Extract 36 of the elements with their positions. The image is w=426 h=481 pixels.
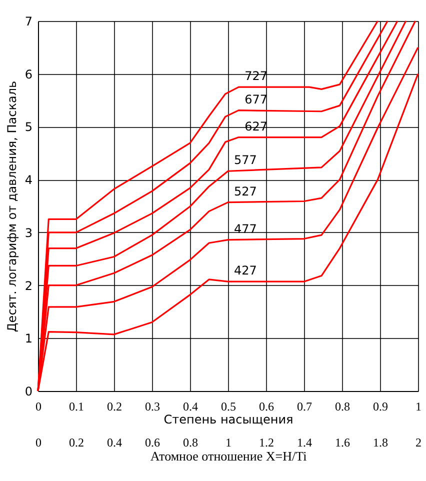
x-tick-label: 0.4 xyxy=(183,400,198,414)
series-label: 577 xyxy=(234,153,257,168)
y-axis-title: Десят. логарифм от давления, Паскаль xyxy=(4,80,19,332)
x-tick-label: 0.7 xyxy=(297,400,312,414)
x-tick-label: 0.6 xyxy=(259,400,274,414)
x-tick-label: 0.2 xyxy=(107,400,122,414)
x2-tick-label: 0.2 xyxy=(69,436,84,450)
x2-tick-label: 1.4 xyxy=(297,436,312,450)
y-tick-label: 2 xyxy=(24,278,32,293)
x2-tick-label: 0.6 xyxy=(145,436,160,450)
x-tick-label: 0.8 xyxy=(335,400,350,414)
x-axis-title: Степень насыщения xyxy=(164,412,294,426)
series-label: 527 xyxy=(234,184,257,198)
x-tick-label: 0.9 xyxy=(373,400,388,414)
x2-tick-label: 1.2 xyxy=(259,436,274,450)
x-tick-label: 0 xyxy=(36,400,42,414)
x2-axis-title: Атомное отношение X=H/Ti xyxy=(150,448,308,464)
x2-tick-label: 1 xyxy=(226,436,232,450)
y-tick-label: 5 xyxy=(24,120,32,134)
x2-tick-label: 2 xyxy=(416,436,422,450)
y-tick-label: 6 xyxy=(24,67,32,82)
series-label: 427 xyxy=(234,264,257,278)
x-tick-label: 0.5 xyxy=(221,400,236,414)
y-tick-label: 1 xyxy=(24,332,32,346)
y-tick-label: 3 xyxy=(24,226,32,240)
y-tick-label: 7 xyxy=(24,14,32,28)
x2-tick-label: 1.6 xyxy=(335,436,350,450)
x2-tick-label: 0.4 xyxy=(107,436,122,450)
x2-tick-label: 1.8 xyxy=(373,436,388,450)
y-tick-label: 0 xyxy=(24,384,32,398)
x-tick-label: 0.3 xyxy=(145,400,160,414)
x-tick-label: 1 xyxy=(416,400,422,414)
y-tick-label: 4 xyxy=(24,173,32,188)
x2-tick-label: 0.8 xyxy=(183,436,198,450)
x-tick-label: 0.1 xyxy=(69,400,84,414)
x2-tick-label: 0 xyxy=(36,436,42,450)
